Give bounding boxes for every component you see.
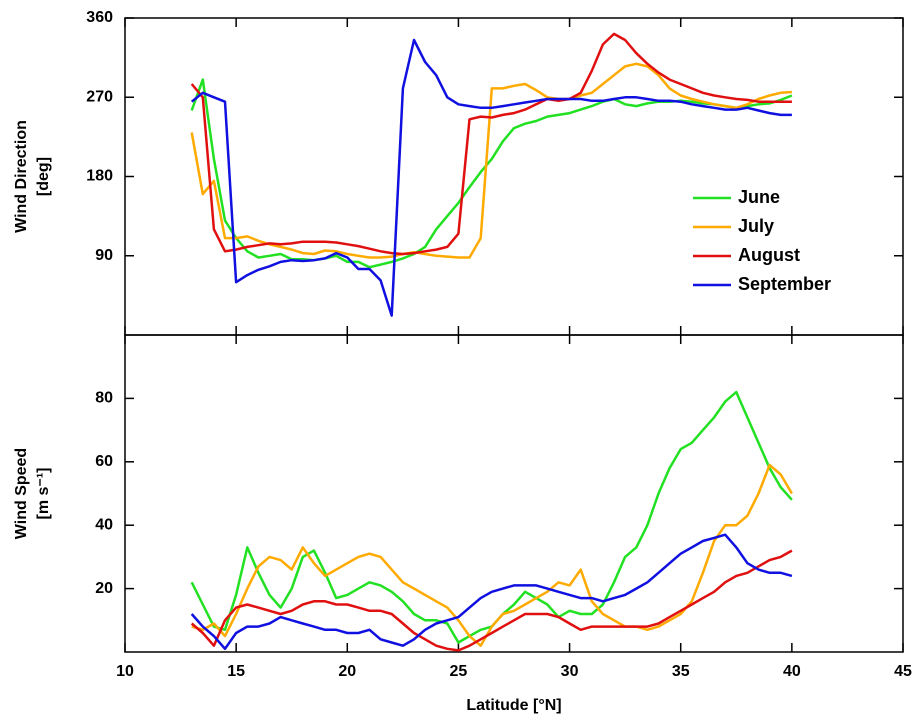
x-tick-label: 45 xyxy=(894,663,912,680)
y-tick-label: 360 xyxy=(86,9,113,26)
legend-label: August xyxy=(738,245,800,265)
y-tick-label: 180 xyxy=(86,168,113,185)
x-tick-label: 15 xyxy=(227,663,245,680)
y-tick-label: 20 xyxy=(95,580,113,597)
x-tick-label: 20 xyxy=(338,663,356,680)
y-tick-label: 40 xyxy=(95,516,113,533)
y-axis-label: Wind Direction xyxy=(13,120,30,233)
y-tick-label: 270 xyxy=(86,88,113,105)
series-line xyxy=(190,549,793,652)
y-tick-label: 80 xyxy=(95,390,113,407)
y-axis-label: [m s⁻¹] xyxy=(35,468,52,520)
y-tick-label: 60 xyxy=(95,453,113,470)
series-line xyxy=(190,62,792,259)
series-line xyxy=(190,32,792,256)
legend-label: July xyxy=(738,216,774,236)
y-tick-label: 90 xyxy=(95,247,113,264)
x-tick-label: 10 xyxy=(116,663,134,680)
series-line xyxy=(190,38,792,317)
y-axis-label: Wind Speed xyxy=(13,448,30,539)
x-tick-label: 35 xyxy=(672,663,690,680)
series-line xyxy=(191,463,793,647)
series-line xyxy=(190,390,793,644)
legend-label: June xyxy=(738,187,780,207)
x-tick-label: 40 xyxy=(783,663,801,680)
x-tick-label: 25 xyxy=(450,663,468,680)
x-axis-label: Latitude [°N] xyxy=(466,697,561,714)
legend-label: September xyxy=(738,274,831,294)
x-tick-label: 30 xyxy=(561,663,579,680)
y-axis-label: [deg] xyxy=(35,157,52,196)
series-line xyxy=(190,533,793,651)
plot-frame xyxy=(124,334,904,653)
